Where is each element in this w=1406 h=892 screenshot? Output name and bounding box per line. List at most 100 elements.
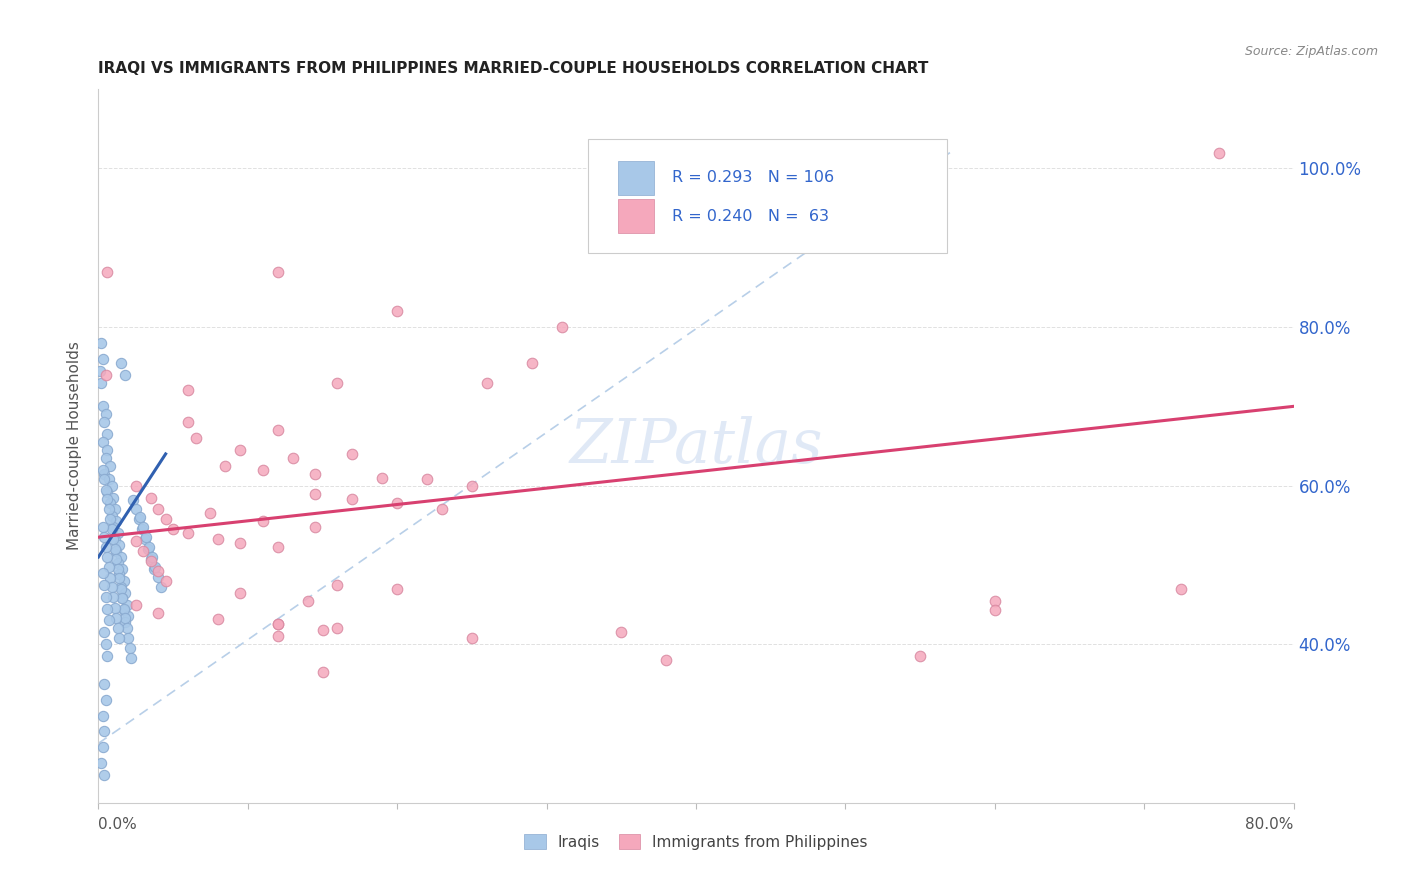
Text: IRAQI VS IMMIGRANTS FROM PHILIPPINES MARRIED-COUPLE HOUSEHOLDS CORRELATION CHART: IRAQI VS IMMIGRANTS FROM PHILIPPINES MAR… [98, 61, 929, 76]
Point [136, 542, 159, 557]
Point [229, 442, 252, 457]
Point [118, 641, 141, 656]
Point [101, 508, 124, 523]
Point [97, 614, 120, 628]
Point [267, 541, 290, 555]
Point [96, 427, 118, 442]
Point [93, 415, 115, 429]
Point [132, 520, 155, 534]
Point [304, 486, 326, 500]
Point [97, 502, 120, 516]
Point [96, 442, 118, 457]
Point [125, 534, 148, 549]
Point [114, 585, 136, 599]
Point [184, 431, 207, 445]
Point [1170, 582, 1192, 596]
Point [311, 623, 333, 637]
FancyBboxPatch shape [619, 199, 654, 234]
Point [104, 502, 127, 516]
Point [984, 603, 1007, 617]
Point [267, 617, 290, 632]
Point [461, 631, 484, 645]
Point [129, 510, 152, 524]
Text: ZIPatlas: ZIPatlas [569, 416, 823, 476]
Point [93, 472, 115, 486]
Point [112, 574, 135, 588]
Point [103, 520, 125, 534]
Point [342, 492, 364, 507]
Point [148, 570, 170, 584]
Point [91, 400, 114, 414]
Point [94, 450, 117, 465]
Point [177, 415, 200, 429]
Point [311, 665, 333, 679]
Point [104, 533, 127, 547]
Point [326, 578, 349, 592]
Point [141, 549, 163, 564]
Point [326, 621, 349, 635]
Point [143, 559, 166, 574]
Point [200, 507, 222, 521]
Point [229, 535, 252, 549]
Point [120, 650, 142, 665]
Point [98, 496, 122, 510]
Point [111, 591, 134, 606]
FancyBboxPatch shape [589, 139, 948, 253]
Point [90, 376, 112, 390]
Point [108, 567, 131, 582]
Point [132, 543, 155, 558]
Point [125, 502, 148, 516]
Point [96, 601, 118, 615]
Point [105, 551, 128, 566]
Point [1208, 145, 1230, 160]
Point [91, 520, 114, 534]
Point [214, 458, 236, 473]
Point [91, 435, 114, 450]
Point [110, 580, 132, 594]
Point [342, 447, 364, 461]
Point [97, 472, 120, 486]
Point [96, 492, 118, 507]
Point [117, 631, 139, 645]
Point [97, 560, 120, 574]
Point [162, 522, 184, 536]
Point [96, 549, 118, 564]
Point [93, 724, 115, 739]
Point [94, 407, 117, 421]
Point [94, 541, 117, 555]
Point [139, 491, 162, 505]
Point [105, 543, 128, 558]
Y-axis label: Married-couple Households: Married-couple Households [67, 342, 83, 550]
Point [207, 532, 229, 546]
Point [610, 625, 633, 640]
Point [89, 364, 111, 378]
Point [90, 756, 112, 771]
Point [128, 512, 150, 526]
Point [112, 601, 135, 615]
Point [117, 608, 139, 623]
Point [98, 458, 122, 473]
Point [101, 522, 124, 536]
Point [115, 598, 138, 612]
Point [155, 574, 177, 588]
Point [107, 621, 129, 635]
Point [93, 530, 115, 544]
Point [91, 708, 114, 723]
Point [111, 562, 134, 576]
Point [112, 603, 135, 617]
Point [91, 740, 114, 755]
Point [134, 532, 156, 546]
Point [177, 384, 200, 398]
Point [114, 615, 136, 629]
FancyBboxPatch shape [619, 161, 654, 194]
Point [385, 582, 409, 596]
Point [267, 617, 290, 632]
Point [98, 512, 122, 526]
Point [94, 590, 117, 604]
Point [107, 562, 129, 576]
Point [326, 376, 349, 390]
Point [267, 629, 290, 643]
Point [155, 512, 177, 526]
Point [103, 591, 125, 605]
Point [207, 612, 229, 626]
